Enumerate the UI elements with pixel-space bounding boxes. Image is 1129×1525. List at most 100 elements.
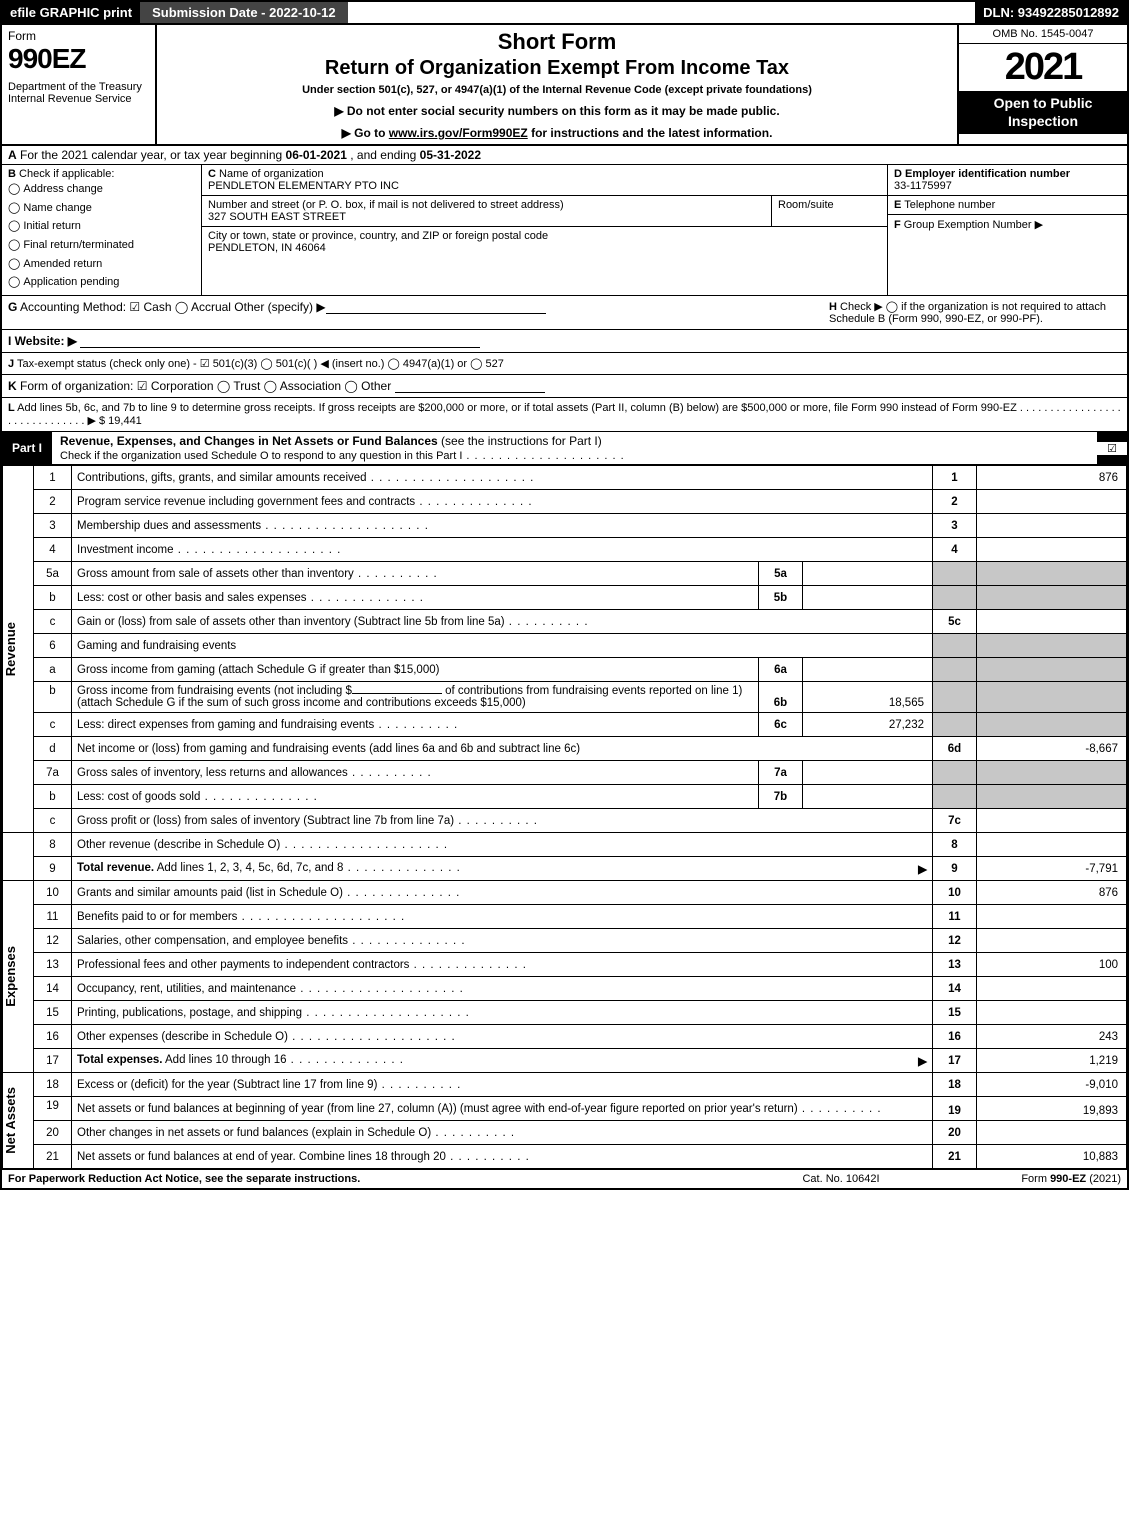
r6b-subval: 18,565 [803,682,933,713]
r21-desc: Net assets or fund balances at end of ye… [72,1145,933,1169]
row-1: Revenue 1 Contributions, gifts, grants, … [3,466,1127,490]
header-left: Form 990EZ Department of the Treasury In… [2,25,157,144]
r5a-num: 5a [34,562,72,586]
r17-bold: Total expenses. [77,1054,162,1066]
part-1-label: Part I [2,438,52,458]
row-8: 8 Other revenue (describe in Schedule O)… [3,833,1127,857]
r6d-num: d [34,737,72,761]
part-1-title-suffix: (see the instructions for Part I) [441,434,602,448]
vert-net-assets: Net Assets [3,1087,18,1154]
row-4: 4 Investment income 4 [3,538,1127,562]
r10-amt: 876 [977,881,1127,905]
r9-bold: Total revenue. [77,862,154,874]
room-suite-label: Room/suite [771,196,881,226]
other-specify-blank[interactable] [326,302,546,314]
cb-application-pending-label: Application pending [23,276,119,288]
r5a-sublab: 5a [759,562,803,586]
r6b-ln-shade [933,682,977,713]
title-return: Return of Organization Exempt From Incom… [167,57,947,80]
footer-form-pre: Form [1021,1173,1050,1185]
form-header: Form 990EZ Department of the Treasury In… [2,25,1127,146]
r21-ln: 21 [933,1145,977,1169]
r17-desc: Add lines 10 through 16 [165,1054,404,1066]
r1-num: 1 [34,466,72,490]
r12-desc: Salaries, other compensation, and employ… [72,929,933,953]
website-blank[interactable] [80,336,480,348]
r7b-amt-shade [977,785,1127,809]
part-1-checkbox[interactable]: ☑ [1097,442,1127,455]
line-k: K Form of organization: ☑ Corporation ◯ … [2,375,1127,398]
ein-value: 33-1175997 [894,180,952,192]
row-18: Net Assets 18 Excess or (deficit) for th… [3,1073,1127,1097]
instr-goto: ▶ Go to www.irs.gov/Form990EZ for instru… [167,126,947,140]
irs-link[interactable]: www.irs.gov/Form990EZ [389,126,528,140]
r4-amt [977,538,1127,562]
r6-amt-shade [977,634,1127,658]
cb-application-pending[interactable]: ◯ Application pending [8,273,195,292]
label-k: K [8,379,17,393]
r18-num: 18 [34,1073,72,1097]
cb-final-return[interactable]: ◯ Final return/terminated [8,236,195,255]
gross-receipts-text: Add lines 5b, 6c, and 7b to line 9 to de… [8,402,1121,427]
r7c-amt [977,809,1127,833]
r6b-desc: Gross income from fundraising events (no… [72,682,759,713]
r7c-desc: Gross profit or (loss) from sales of inv… [72,809,933,833]
row-17: 17 Total expenses. Add lines 10 through … [3,1049,1127,1073]
cb-initial-return[interactable]: ◯ Initial return [8,217,195,236]
r6b-blank[interactable] [352,693,442,694]
r2-amt [977,490,1127,514]
r9-amt: -7,791 [977,857,1127,881]
r6d-desc: Net income or (loss) from gaming and fun… [72,737,933,761]
form-of-org: Form of organization: ☑ Corporation ◯ Tr… [17,379,392,393]
cb-address-change[interactable]: ◯ Address change [8,180,195,199]
r18-ln: 18 [933,1073,977,1097]
line-a-mid: , and ending [347,148,420,162]
r1-desc: Contributions, gifts, grants, and simila… [72,466,933,490]
r4-num: 4 [34,538,72,562]
line-l: L Add lines 5b, 6c, and 7b to line 9 to … [2,398,1127,432]
line-j: J Tax-exempt status (check only one) - ☑… [2,353,1127,375]
r5a-amt-shade [977,562,1127,586]
row-11: 11 Benefits paid to or for members 11 [3,905,1127,929]
r10-ln: 10 [933,881,977,905]
r7b-sublab: 7b [759,785,803,809]
column-d: D Employer identification number 33-1175… [887,165,1127,295]
omb-number: OMB No. 1545-0047 [959,25,1127,44]
r6b-desc-1: Gross income from fundraising events (no… [77,685,352,697]
r7a-sublab: 7a [759,761,803,785]
tax-year: 2021 [959,44,1127,91]
column-b: B Check if applicable: ◯ Address change … [2,165,202,295]
r6d-amt: -8,667 [977,737,1127,761]
r6a-ln-shade [933,658,977,682]
r3-desc: Membership dues and assessments [72,514,933,538]
other-org-blank[interactable] [395,381,545,393]
r7a-subval [803,761,933,785]
r5b-ln-shade [933,586,977,610]
r12-amt [977,929,1127,953]
title-short-form: Short Form [167,29,947,55]
r18-desc: Excess or (deficit) for the year (Subtra… [72,1073,933,1097]
cb-amended-return[interactable]: ◯ Amended return [8,255,195,274]
r5c-ln: 5c [933,610,977,634]
r2-desc: Program service revenue including govern… [72,490,933,514]
phone-label: Telephone number [901,199,995,211]
efile-print-label[interactable]: efile GRAPHIC print [2,2,140,23]
cb-name-change[interactable]: ◯ Name change [8,199,195,218]
r6b-amt-shade [977,682,1127,713]
row-7a: 7a Gross sales of inventory, less return… [3,761,1127,785]
r8-amt [977,833,1127,857]
vert-expenses: Expenses [3,946,18,1007]
row-16: 16 Other expenses (describe in Schedule … [3,1025,1127,1049]
cb-address-change-label: Address change [23,183,103,195]
r15-ln: 15 [933,1001,977,1025]
vert-spacer-1 [3,833,34,881]
page-footer: For Paperwork Reduction Act Notice, see … [2,1169,1127,1188]
r7b-num: b [34,785,72,809]
r6c-amt-shade [977,713,1127,737]
r14-num: 14 [34,977,72,1001]
r6a-amt-shade [977,658,1127,682]
schedule-b-check: Check ▶ ◯ if the organization is not req… [829,301,1106,325]
label-f: F [894,219,901,231]
r13-num: 13 [34,953,72,977]
r6c-desc: Less: direct expenses from gaming and fu… [72,713,759,737]
